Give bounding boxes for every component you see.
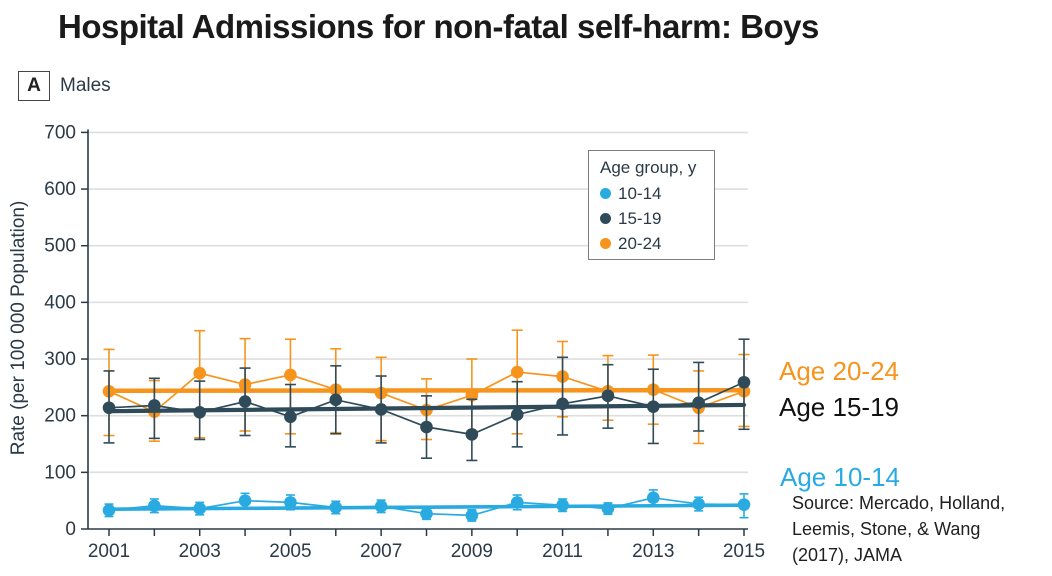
data-point-10-14-2008 xyxy=(420,507,433,521)
legend-item-10-14: 10-14 xyxy=(600,181,714,206)
data-point-10-14-2013 xyxy=(646,491,660,505)
data-point-15-19-2005 xyxy=(284,410,297,424)
legend-dot-10-14 xyxy=(600,188,611,199)
legend-item-15-19: 15-19 xyxy=(600,206,714,231)
x-tick-label: 2001 xyxy=(88,541,130,562)
data-point-15-19-2012 xyxy=(601,389,615,403)
data-point-20-24-2010 xyxy=(510,365,524,379)
y-tick-label: 0 xyxy=(65,519,76,540)
data-point-15-19-2006 xyxy=(329,393,343,407)
data-point-15-19-2007 xyxy=(374,403,388,416)
source-line-2: Leemis, Stone, & Wang xyxy=(792,519,981,539)
panel-caption: Males xyxy=(60,75,111,96)
source-line-3: (2017), JAMA xyxy=(792,545,903,565)
data-point-10-14-2014 xyxy=(692,497,705,511)
data-point-15-19-2002 xyxy=(148,399,161,412)
legend-label-10-14: 10-14 xyxy=(618,184,662,203)
data-point-20-24-2005 xyxy=(284,368,297,382)
series-10-14 xyxy=(102,489,751,522)
chart-title: Hospital Admissions for non-fatal self-h… xyxy=(58,8,819,45)
y-tick-label: 300 xyxy=(44,349,76,370)
source-citation: Source: Mercado, Holland, Leemis, Stone,… xyxy=(792,490,1005,568)
data-point-15-19-2014 xyxy=(692,396,705,409)
data-point-10-14-2001 xyxy=(102,504,116,517)
x-tick-label: 2013 xyxy=(632,541,674,562)
x-tick-label: 2003 xyxy=(179,541,221,562)
y-tick-label: 100 xyxy=(44,462,76,483)
data-point-10-14-2004 xyxy=(238,494,252,507)
y-tick-label: 500 xyxy=(44,236,76,257)
legend-box: Age group, y 10-14 15-19 20-24 xyxy=(588,150,715,260)
data-point-15-19-2008 xyxy=(420,420,433,434)
panel-header: A Males xyxy=(18,71,111,101)
data-point-20-24-2003 xyxy=(193,366,207,380)
data-point-15-19-2011 xyxy=(556,397,569,411)
data-point-20-24-2009 xyxy=(465,388,479,402)
annotation-age-15-19: Age 15-19 xyxy=(779,392,899,422)
data-point-15-19-2001 xyxy=(102,401,116,415)
y-tick-label: 700 xyxy=(44,122,76,143)
legend-label-15-19: 15-19 xyxy=(618,209,662,228)
annotation-age-10-14: Age 10-14 xyxy=(780,462,900,492)
data-point-15-19-2003 xyxy=(193,405,207,419)
y-axis-title: Rate (per 100 000 Population) xyxy=(8,201,29,456)
data-point-10-14-2011 xyxy=(556,498,569,512)
source-line-1: Source: Mercado, Holland, xyxy=(792,493,1006,513)
data-point-15-19-2009 xyxy=(465,428,479,441)
legend-item-20-24: 20-24 xyxy=(600,231,714,256)
y-tick-label: 200 xyxy=(44,406,76,427)
panel-letter: A xyxy=(18,71,50,101)
x-tick-label: 2011 xyxy=(542,541,583,562)
data-point-10-14-2002 xyxy=(148,499,161,513)
data-point-15-19-2004 xyxy=(238,395,252,408)
x-tick-label: 2015 xyxy=(723,541,765,562)
series-15-19 xyxy=(102,338,751,462)
annotation-age-20-24: Age 20-24 xyxy=(779,356,899,386)
y-tick-label: 400 xyxy=(44,292,76,313)
data-point-10-14-2006 xyxy=(329,501,343,514)
data-point-15-19-2015 xyxy=(737,375,751,389)
axes: 0 100 200 300 400 500 600 700 2001 2003 2005 2007 20… xyxy=(8,122,765,562)
data-point-10-14-2012 xyxy=(601,502,615,515)
legend-label-20-24: 20-24 xyxy=(618,234,662,253)
y-tick-label: 600 xyxy=(44,179,76,200)
data-point-10-14-2010 xyxy=(510,496,524,509)
data-point-15-19-2013 xyxy=(646,400,660,413)
data-point-10-14-2005 xyxy=(284,496,297,509)
legend-title: Age group, y xyxy=(600,158,697,177)
x-tick-label: 2009 xyxy=(451,541,493,562)
data-point-10-14-2015 xyxy=(737,498,751,511)
x-tick-label: 2007 xyxy=(360,541,402,562)
data-point-10-14-2007 xyxy=(374,500,388,513)
data-point-15-19-2010 xyxy=(510,408,524,421)
data-point-10-14-2003 xyxy=(193,502,207,515)
data-point-10-14-2009 xyxy=(465,509,479,522)
x-tick-label: 2005 xyxy=(269,541,311,562)
legend-dot-15-19 xyxy=(600,213,611,224)
legend-dot-20-24 xyxy=(600,238,611,249)
